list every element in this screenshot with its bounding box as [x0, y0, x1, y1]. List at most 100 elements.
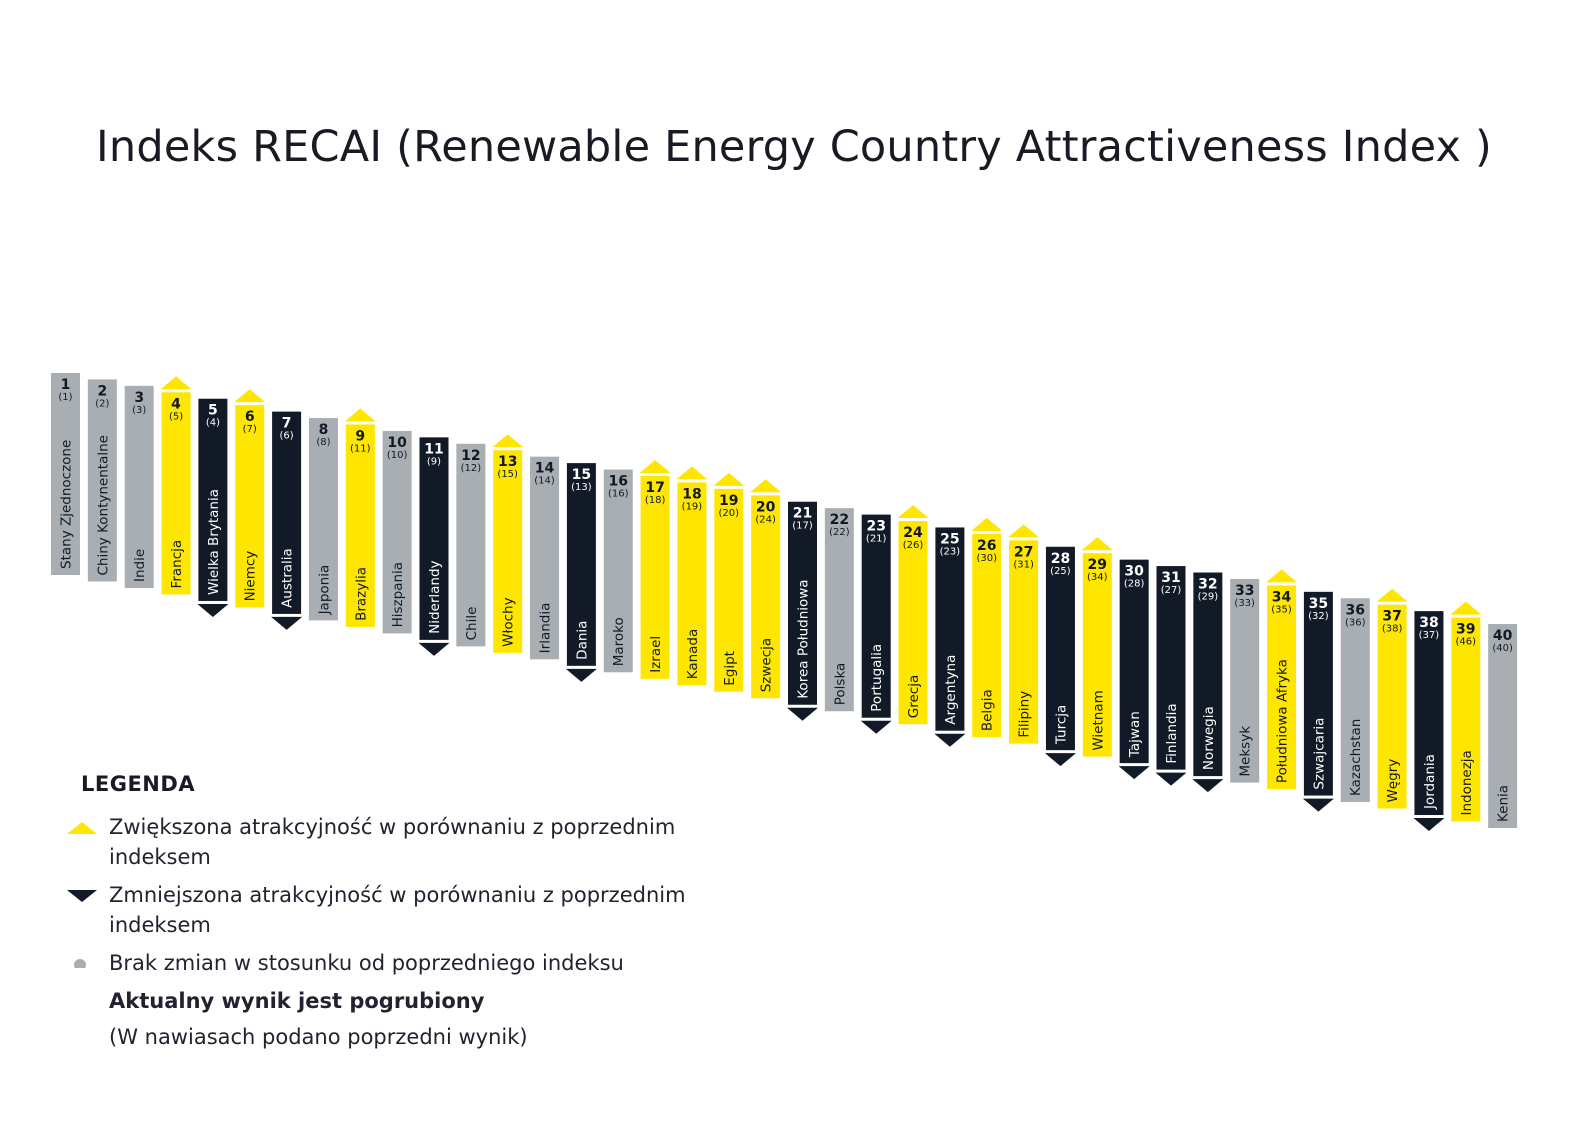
country-column: 9(11) Brazylia: [344, 408, 376, 627]
bar: [198, 398, 228, 601]
previous-rank-label: (9): [427, 456, 441, 467]
arrow-up-icon: [234, 389, 266, 403]
previous-rank-label: (1): [58, 392, 72, 403]
arrow-up-icon: [160, 376, 192, 390]
country-label: Jordania: [1422, 754, 1438, 810]
previous-rank-label: (10): [387, 450, 408, 461]
rank-label: 20: [756, 499, 776, 515]
rank-label: 33: [1235, 583, 1254, 599]
previous-rank-label: (4): [206, 418, 220, 429]
country-label: Stany Zjednoczone: [59, 440, 75, 569]
country-column: 40(40) Kenia: [1488, 624, 1518, 828]
rank-label: 30: [1124, 564, 1144, 580]
previous-rank-label: (20): [719, 508, 740, 519]
country-label: Kazachstan: [1348, 719, 1364, 796]
arrow-down-icon: [565, 668, 597, 682]
country-label: Tajwan: [1127, 711, 1143, 758]
country-column: 36(36) Kazachstan: [1340, 598, 1370, 803]
country-label: Izrael: [648, 636, 664, 673]
country-column: 20(24) Szwecja: [750, 479, 782, 699]
bar: [456, 443, 486, 647]
country-label: Kenia: [1496, 785, 1512, 822]
previous-rank-label: (28): [1124, 579, 1145, 590]
bar: [161, 392, 191, 595]
previous-rank-label: (32): [1308, 611, 1329, 622]
previous-rank-label: (17): [792, 521, 813, 532]
country-column: 34(35) Południowa Afryka: [1266, 569, 1298, 790]
country-label: Japonia: [316, 565, 332, 616]
previous-rank-label: (34): [1087, 572, 1108, 583]
bar: [677, 482, 707, 686]
country-label: Grecja: [906, 675, 922, 718]
country-column: 28(25) Turcja: [1044, 546, 1076, 767]
rank-label: 4: [171, 396, 181, 412]
country-label: Szwecja: [759, 638, 775, 692]
bar: [640, 475, 670, 679]
country-label: Brazylia: [353, 567, 369, 621]
bar: [1267, 585, 1297, 790]
rank-label: 34: [1272, 589, 1292, 605]
country-label: Chiny Kontynentalne: [95, 435, 111, 575]
country-column: 33(33) Meksyk: [1230, 578, 1260, 783]
country-column: 14(14) Irlandia: [530, 456, 560, 660]
legend-paren-note: (W nawiasach podano poprzedni wynik): [109, 1025, 528, 1049]
country-column: 17(18) Izrael: [639, 459, 671, 679]
country-column: 4(5) Francja: [160, 376, 192, 595]
triangle-down-icon: [67, 890, 97, 902]
country-column: 8(8) Japonia: [308, 418, 338, 621]
country-label: Korea Południowa: [796, 579, 812, 698]
rank-label: 26: [977, 538, 996, 554]
rank-label: 27: [1014, 544, 1033, 560]
previous-rank-label: (5): [169, 411, 183, 422]
bar: [1451, 617, 1481, 822]
arrow-up-icon: [492, 434, 524, 448]
bar: [935, 527, 965, 731]
previous-rank-label: (6): [280, 431, 294, 442]
rank-label: 23: [866, 519, 885, 535]
country-label: Indie: [132, 549, 148, 582]
country-column: 35(32) Szwajcaria: [1302, 591, 1334, 812]
rank-label: 9: [355, 428, 365, 444]
arrow-down-icon: [1155, 772, 1187, 786]
country-label: Dania: [574, 621, 590, 660]
previous-rank-label: (15): [497, 469, 518, 480]
legend-up-text: Zwiększona atrakcyjność w porównaniu z p…: [109, 815, 676, 869]
country-label: Wielka Brytania: [206, 489, 222, 595]
bar: [1119, 559, 1149, 764]
arrow-up-icon: [1266, 569, 1298, 583]
country-label: Egipt: [722, 651, 738, 686]
rank-label: 31: [1161, 570, 1180, 586]
country-column: 10(10) Hiszpania: [382, 430, 412, 634]
rank-label: 10: [387, 435, 407, 451]
arrow-down-icon: [271, 616, 303, 630]
rank-label: 29: [1088, 557, 1107, 573]
legend-same-text: Brak zmian w stosunku od poprzedniego in…: [109, 951, 624, 975]
country-column: 26(30) Belgia: [971, 517, 1003, 738]
country-label: Południowa Afryka: [1275, 659, 1291, 783]
bar: [51, 373, 80, 575]
country-column: 24(26) Grecja: [897, 505, 929, 725]
country-label: Hiszpania: [390, 562, 406, 627]
arrow-up-icon: [713, 472, 745, 486]
country-column: 13(15) Włochy: [492, 434, 524, 653]
bar: [1303, 591, 1333, 796]
previous-rank-label: (29): [1198, 592, 1219, 603]
bar: [493, 450, 523, 653]
arrow-down-icon: [1413, 818, 1445, 832]
rank-label: 36: [1346, 602, 1365, 618]
chart-title: Indeks RECAI (Renewable Energy Country A…: [96, 122, 1492, 172]
country-column: 29(34) Wietnam: [1081, 537, 1113, 757]
legend-down-item: Zmniejszona atrakcyjność w porównaniu z …: [64, 880, 744, 940]
country-column: 31(27) Finlandia: [1155, 566, 1187, 786]
rank-label: 24: [903, 525, 923, 541]
previous-rank-label: (22): [829, 527, 850, 538]
country-column: 18(19) Kanada: [676, 466, 708, 686]
rank-label: 22: [830, 512, 849, 528]
arrow-down-icon: [1118, 766, 1150, 780]
bar: [1156, 566, 1186, 770]
previous-rank-label: (27): [1161, 585, 1182, 596]
arrow-down-icon: [787, 707, 818, 721]
country-column: 16(16) Maroko: [603, 469, 633, 673]
country-column: 38(37) Jordania: [1413, 611, 1445, 832]
